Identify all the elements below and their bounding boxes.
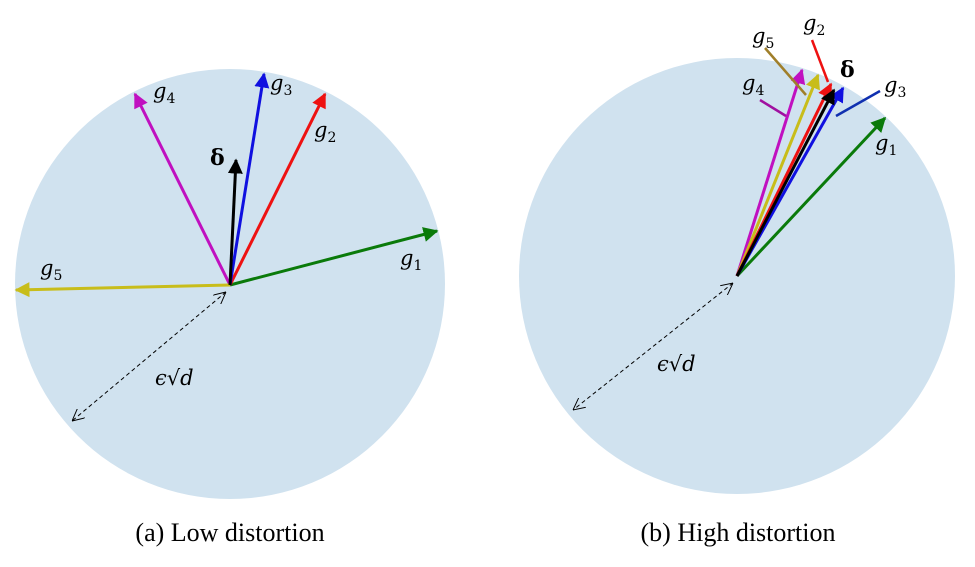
- vector: [133, 92, 232, 286]
- label-part: 3: [897, 85, 906, 101]
- delta-label: δ: [840, 57, 855, 83]
- caption: (b) High distortion: [641, 518, 836, 547]
- label-part: 4: [755, 83, 764, 99]
- label-part: g: [40, 256, 53, 280]
- label-part: g: [742, 71, 755, 95]
- panel-b: g1 g2 g3 g4 g5 δ ϵ√d (b) High distortion: [519, 11, 955, 547]
- radius-label: ϵ√d: [657, 352, 696, 376]
- caption: (a) Low distortion: [135, 518, 324, 547]
- label-part: 2: [816, 23, 825, 39]
- vector-label: g2: [803, 11, 825, 39]
- vector: [735, 73, 820, 277]
- vector: [228, 72, 270, 286]
- label-part: g: [752, 24, 765, 48]
- label-part: 4: [166, 91, 175, 107]
- vector-label: g4: [742, 71, 764, 99]
- radius-label: ϵ√d: [155, 366, 194, 390]
- radius: [573, 283, 733, 410]
- label-part: 5: [765, 36, 774, 52]
- label-part: 1: [888, 143, 897, 159]
- vector-label: g3: [270, 71, 292, 99]
- vector: [735, 68, 806, 277]
- radius: [72, 292, 226, 421]
- vector: [735, 116, 887, 278]
- delta-label: δ: [210, 145, 225, 171]
- leader: [764, 47, 807, 96]
- vector: [229, 227, 439, 287]
- vector-label: g5: [40, 256, 62, 284]
- vector-label: g3: [884, 73, 906, 101]
- vector-label: g1: [875, 131, 897, 159]
- label-part: g: [884, 73, 897, 97]
- vector-label: g5: [752, 24, 774, 52]
- vector-label: g1: [400, 246, 422, 274]
- label-part: g: [400, 246, 413, 270]
- label-part: g: [314, 118, 327, 142]
- label-part: g: [153, 79, 166, 103]
- vector-label: g4: [153, 79, 175, 107]
- vector: [227, 158, 243, 286]
- panel-a: g1 g2 g3 g4 g5 δ ϵ√d (a) Low distortion: [14, 69, 445, 547]
- vector: [228, 92, 327, 286]
- label-part: g: [875, 131, 888, 155]
- label-part: 1: [413, 258, 422, 274]
- label-part: 5: [53, 268, 62, 284]
- leader: [835, 89, 881, 118]
- vector: [14, 282, 231, 298]
- leader: [759, 98, 787, 118]
- label-part: g: [803, 11, 816, 35]
- label-part: 2: [327, 130, 336, 146]
- label-part: g: [270, 71, 283, 95]
- vector-label: g2: [314, 118, 336, 146]
- vector: [735, 88, 836, 277]
- leader: [810, 39, 830, 83]
- label-part: 3: [283, 83, 292, 99]
